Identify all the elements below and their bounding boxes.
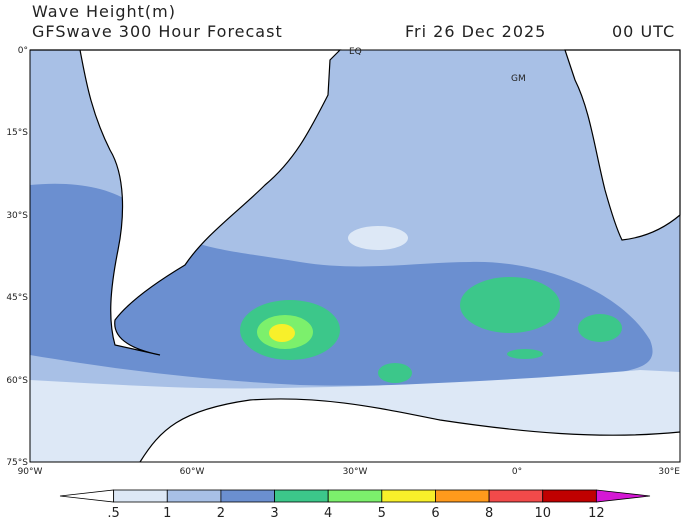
map-frame [29,49,681,463]
title: Wave Height(m) [32,2,176,21]
wave-zone-3-4 [507,349,543,359]
lat-label: 0° [18,46,28,56]
africa [564,49,681,241]
greenwich-label: GM [511,74,526,84]
lat-label: 60°S [6,376,28,386]
colorbar-label: 5 [378,506,386,521]
colorbar-label: 1 [163,506,171,521]
colorbar-high [595,489,651,503]
colorbar: .5 1 2 3 4 5 6 8 10 12 [59,489,651,521]
lon-label: 60°W [180,467,205,477]
colorbar-segment [220,489,275,503]
lon-label: 30°E [658,467,680,477]
wave-zone-05-1 [348,226,408,250]
south-america [30,49,342,356]
colorbar-segment [435,489,490,503]
lon-label: 90°W [18,467,43,477]
colorbar-low [59,489,115,503]
map: EQ GM [20,47,681,463]
colorbar-segment [274,489,329,503]
lat-label: 45°S [6,293,28,303]
colorbar-segment [327,489,383,503]
lat-label: 75°S [6,458,28,468]
equator-label: EQ [349,47,362,57]
wave-zone-3-4 [578,314,622,342]
wave-zone-2-3 [30,183,653,386]
wave-zone-3-4 [460,277,560,333]
lat-label: 30°S [6,211,28,221]
colorbar-segment [381,489,436,503]
lat-label: 15°S [6,128,28,138]
colorbar-label: 3 [270,506,278,521]
lon-label: 0° [512,467,522,477]
colorbar-label: 12 [588,506,605,521]
lon-labels: 90°W 60°W 30°W 0° 30°E [18,467,681,477]
wave-zone-5-6 [269,324,295,342]
colorbar-segment [542,489,597,503]
colorbar-segment [488,489,544,503]
colorbar-label: 6 [431,506,439,521]
colorbar-label: 2 [217,506,225,521]
colorbar-label: 4 [324,506,332,521]
date: Fri 26 Dec 2025 [405,22,546,41]
colorbar-label: 10 [534,506,551,521]
lat-labels: 0° 15°S 30°S 45°S 60°S 75°S [6,46,28,468]
colorbar-segment [166,489,222,503]
time: 00 UTC [612,22,675,41]
subtitle: GFSwave 300 Hour Forecast [32,22,283,41]
colorbar-label: 8 [485,506,493,521]
lon-label: 30°W [343,467,368,477]
antarctica [20,398,680,462]
wave-zone-3-4 [378,363,412,383]
colorbar-segment [113,489,168,503]
colorbar-label: .5 [107,506,119,521]
